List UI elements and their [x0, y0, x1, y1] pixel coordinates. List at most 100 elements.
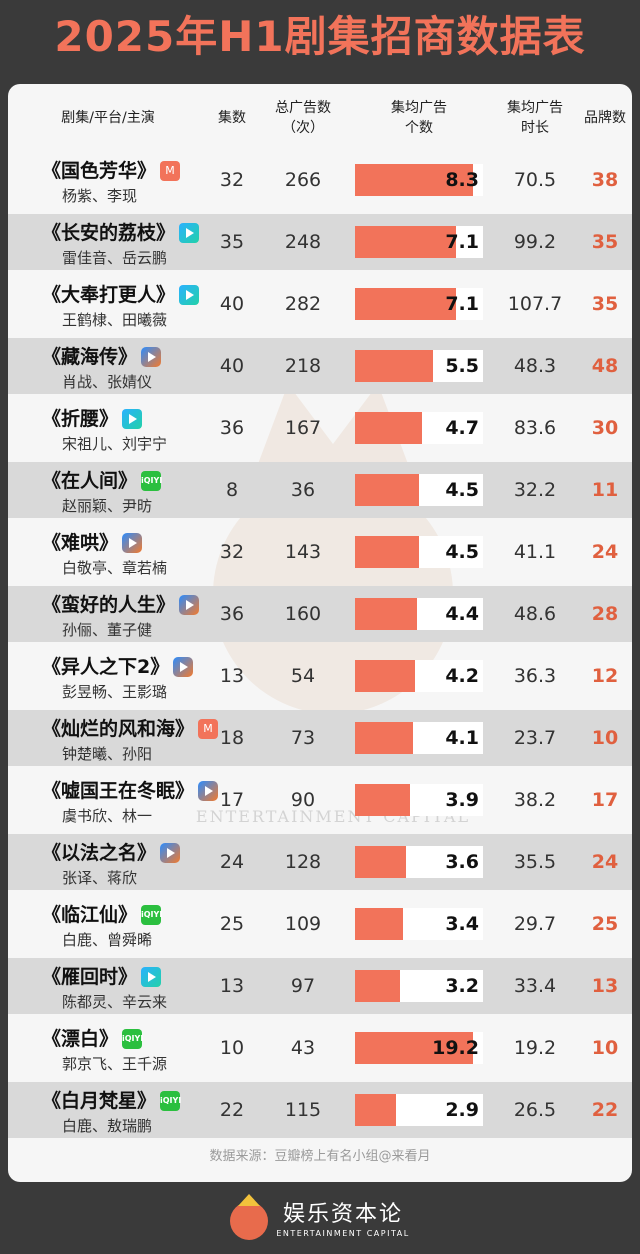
- brands-cell: 25: [591, 913, 619, 935]
- table-row: 《在人间》 iQIYI 赵丽颖、尹昉 8 36 4.5 32.2 11: [8, 462, 632, 518]
- avg-ads-value: 3.9: [445, 789, 479, 811]
- table-row: 《长安的荔枝》 雷佳音、岳云鹏 35 248 7.1 99.2 35: [8, 214, 632, 270]
- tencent-video-icon: [141, 966, 162, 987]
- total-ads-cell: 36: [290, 479, 316, 501]
- avg-duration-cell: 99.2: [513, 231, 557, 253]
- avg-duration-cell: 26.5: [513, 1099, 557, 1121]
- header-avg-ads-line1: 集均广告: [391, 100, 447, 116]
- episodes-cell: 18: [219, 727, 245, 749]
- avg-ads-value: 4.1: [445, 727, 479, 749]
- avg-ads-bar-box: 4.4: [355, 598, 483, 630]
- youku-icon: [198, 780, 219, 801]
- tencent-video-icon: [179, 284, 200, 305]
- drama-title: 《灿烂的风和海》: [42, 718, 195, 740]
- brands-cell: 28: [591, 603, 619, 625]
- brands-cell: 24: [591, 851, 619, 873]
- avg-ads-bar: [355, 226, 456, 258]
- avg-ads-value: 3.2: [445, 975, 479, 997]
- mango-tv-icon: M: [198, 718, 219, 739]
- total-ads-cell: 43: [290, 1037, 316, 1059]
- total-ads-cell: 109: [284, 913, 322, 935]
- avg-ads-value: 8.3: [445, 169, 479, 191]
- avg-duration-cell: 48.3: [513, 355, 557, 377]
- avg-duration-cell: 32.2: [513, 479, 557, 501]
- avg-ads-bar-box: 3.2: [355, 970, 483, 1002]
- drama-title-cell: 《以法之名》 张译、蒋欣: [8, 836, 208, 890]
- drama-title-cell: 《国色芳华》 M 杨紫、李现: [8, 154, 208, 208]
- avg-ads-bar: [355, 350, 433, 382]
- drama-title: 《折腰》: [42, 408, 119, 430]
- drama-title: 《雁回时》: [42, 966, 138, 988]
- avg-ads-bar-box: 4.1: [355, 722, 483, 754]
- table-row: 《临江仙》 iQIYI 白鹿、曾舜晞 25 109 3.4 29.7 25: [8, 896, 632, 952]
- header-drama: 剧集/平台/主演: [61, 110, 155, 126]
- table-row: 《难哄》 白敬亭、章若楠 32 143 4.5 41.1 24: [8, 524, 632, 580]
- avg-ads-value: 19.2: [432, 1037, 479, 1059]
- avg-ads-bar: [355, 970, 400, 1002]
- drama-title: 《白月梵星》: [42, 1090, 157, 1112]
- drama-cast: 郭京飞、王千源: [62, 1055, 168, 1073]
- drama-title-cell: 《异人之下2》 彭昱畅、王影璐: [8, 650, 208, 704]
- avg-ads-value: 2.9: [445, 1099, 479, 1121]
- avg-ads-bar: [355, 412, 422, 444]
- episodes-cell: 22: [219, 1099, 245, 1121]
- brands-cell: 38: [591, 169, 619, 191]
- total-ads-cell: 143: [284, 541, 322, 563]
- avg-ads-bar: [355, 908, 403, 940]
- drama-title-cell: 《藏海传》肖战、张婧仪: [8, 340, 208, 394]
- episodes-cell: 10: [219, 1037, 245, 1059]
- brands-cell: 13: [591, 975, 619, 997]
- drama-title-cell: 《雁回时》 陈都灵、辛云来: [8, 960, 208, 1014]
- brands-cell: 10: [591, 1037, 619, 1059]
- episodes-cell: 40: [219, 355, 245, 377]
- total-ads-cell: 167: [284, 417, 322, 439]
- avg-ads-value: 3.4: [445, 913, 479, 935]
- drama-cast: 肖战、张婧仪: [62, 373, 153, 391]
- total-ads-cell: 128: [284, 851, 322, 873]
- avg-duration-cell: 35.5: [513, 851, 557, 873]
- drama-cast: 赵丽颖、尹昉: [62, 497, 153, 515]
- drama-cast: 虞书欣、林一: [62, 807, 153, 825]
- page-title: 2025年H1剧集招商数据表: [54, 12, 586, 61]
- iqiyi-icon: iQIYI: [160, 1090, 181, 1111]
- logo-en: ENTERTAINMENT CAPITAL: [276, 1229, 410, 1238]
- avg-duration-cell: 36.3: [513, 665, 557, 687]
- iqiyi-icon: iQIYI: [141, 904, 162, 925]
- total-ads-cell: 160: [284, 603, 322, 625]
- episodes-cell: 36: [219, 417, 245, 439]
- header-total-ads: 总广告数 （次）: [256, 84, 350, 152]
- avg-ads-bar-box: 7.1: [355, 226, 483, 258]
- drama-title: 《嘘国王在冬眠》: [42, 780, 195, 802]
- drama-title: 《难哄》: [42, 532, 119, 554]
- episodes-cell: 8: [225, 479, 239, 501]
- header-total-ads-line1: 总广告数: [275, 100, 331, 116]
- header-avg-ads: 集均广告 个数: [350, 84, 488, 152]
- avg-ads-bar-box: 2.9: [355, 1094, 483, 1126]
- avg-ads-bar-box: 5.5: [355, 350, 483, 382]
- drama-title: 《蛮好的人生》: [42, 594, 176, 616]
- brands-cell: 35: [591, 231, 619, 253]
- drama-title: 《藏海传》: [42, 346, 138, 368]
- table-row: 《国色芳华》 M 杨紫、李现 32 266 8.3 70.5 38: [8, 152, 632, 208]
- brands-cell: 30: [591, 417, 619, 439]
- avg-ads-value: 4.7: [445, 417, 479, 439]
- avg-ads-bar: [355, 1094, 396, 1126]
- drama-cast: 白鹿、曾舜晞: [62, 931, 153, 949]
- avg-ads-bar-box: 3.9: [355, 784, 483, 816]
- episodes-cell: 24: [219, 851, 245, 873]
- total-ads-cell: 248: [284, 231, 322, 253]
- drama-title: 《漂白》: [42, 1028, 119, 1050]
- brands-cell: 11: [591, 479, 619, 501]
- table-row: 《漂白》 iQIYI 郭京飞、王千源 10 43 19.2 19.2 10: [8, 1020, 632, 1076]
- header-episodes: 集数: [218, 110, 246, 126]
- drama-title-cell: 《长安的荔枝》 雷佳音、岳云鹏: [8, 216, 208, 270]
- logo-text: 娱乐资本论 ENTERTAINMENT CAPITAL: [276, 1202, 409, 1240]
- drama-title-cell: 《在人间》 iQIYI 赵丽颖、尹昉: [8, 464, 208, 518]
- avg-ads-bar-box: 4.2: [355, 660, 483, 692]
- table-row: 《以法之名》 张译、蒋欣 24 128 3.6 35.5 24: [8, 834, 632, 890]
- avg-ads-bar: [355, 660, 415, 692]
- drama-title: 《国色芳华》: [42, 160, 157, 182]
- table-row: 《嘘国王在冬眠》 虞书欣、林一 17 90 3.9 38.2 17: [8, 772, 632, 828]
- brands-cell: 35: [591, 293, 619, 315]
- brands-cell: 12: [591, 665, 619, 687]
